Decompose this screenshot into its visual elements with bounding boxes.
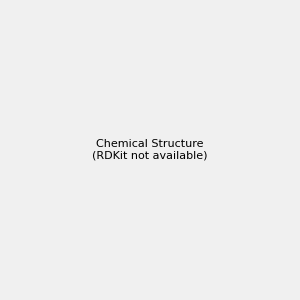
Text: Chemical Structure
(RDKit not available): Chemical Structure (RDKit not available) [92,139,208,161]
